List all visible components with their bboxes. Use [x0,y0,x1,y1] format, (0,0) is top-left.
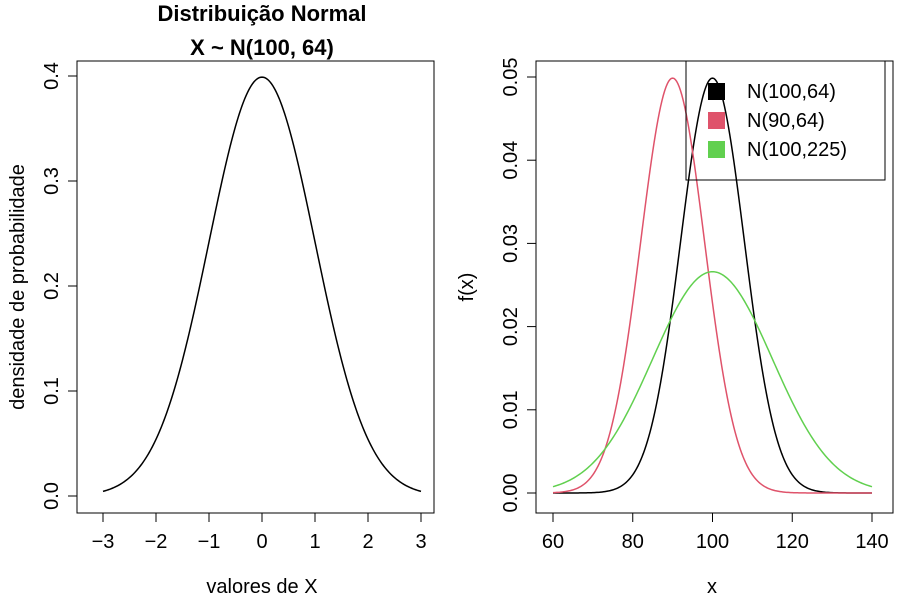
chart-subtitle: X ~ N(100, 64) [190,35,334,60]
right-series-group [552,77,873,494]
series-line-n-100-64- [553,77,872,494]
x-tick-label: 60 [542,531,564,553]
left-x-axis: −3 −2 −1 0 1 2 3 [92,512,427,553]
left-series-group [102,76,422,493]
y-tick-label: 0.3 [41,167,63,195]
left-plot-panel: Distribuição Normal X ~ N(100, 64) valor… [7,1,435,598]
x-tick-label: 100 [696,531,729,553]
legend: N(100,64) N(90,64) N(100,225) [685,60,886,181]
right-y-axis: 0.00 0.01 0.02 0.03 0.04 0.05 [500,58,537,513]
left-y-axis: 0.0 0.1 0.2 0.3 0.4 [41,62,78,510]
x-tick-label: 120 [776,531,809,553]
right-x-axis-label: x [707,576,717,598]
legend-box [685,60,886,181]
x-tick-label: 3 [415,531,426,553]
legend-swatch [708,112,725,129]
y-tick-label: 0.0 [41,482,63,510]
y-tick-label: 0.05 [500,58,522,97]
x-tick-label: 80 [622,531,644,553]
x-tick-label: −1 [198,531,221,553]
x-tick-label: −2 [145,531,168,553]
legend-swatch [708,83,725,100]
right-x-axis: 60 80 100 120 140 [542,512,889,553]
legend-swatch [708,141,725,158]
legend-label: N(100,64) [747,81,836,103]
y-tick-label: 0.04 [500,141,522,180]
y-tick-label: 0.4 [41,62,63,90]
legend-label: N(90,64) [747,110,825,132]
y-tick-label: 0.02 [500,307,522,346]
x-tick-label: 0 [256,531,267,553]
y-tick-label: 0.2 [41,272,63,300]
y-tick-label: 0.03 [500,224,522,263]
series-line-n-90-64- [552,77,872,494]
left-y-axis-label: densidade de probabilidade [7,164,29,410]
x-tick-label: −3 [92,531,115,553]
x-tick-label: 140 [855,531,888,553]
x-tick-label: 1 [309,531,320,553]
right-y-axis-label: f(x) [456,273,478,302]
y-tick-label: 0.00 [500,474,522,513]
density-curve [102,76,422,493]
legend-label: N(100,225) [747,139,847,161]
right-plot-panel: x f(x) 60 80 100 120 140 0.000.010.020.030.0… [456,58,894,598]
series-line-n-100-225- [552,270,873,488]
y-tick-label: 0.1 [41,377,63,405]
y-tick-label: 0.01 [500,390,522,429]
x-tick-label: 2 [362,531,373,553]
chart-title: Distribuição Normal [157,1,366,26]
left-x-axis-label: valores de X [206,576,317,598]
left-plot-frame [76,60,435,514]
